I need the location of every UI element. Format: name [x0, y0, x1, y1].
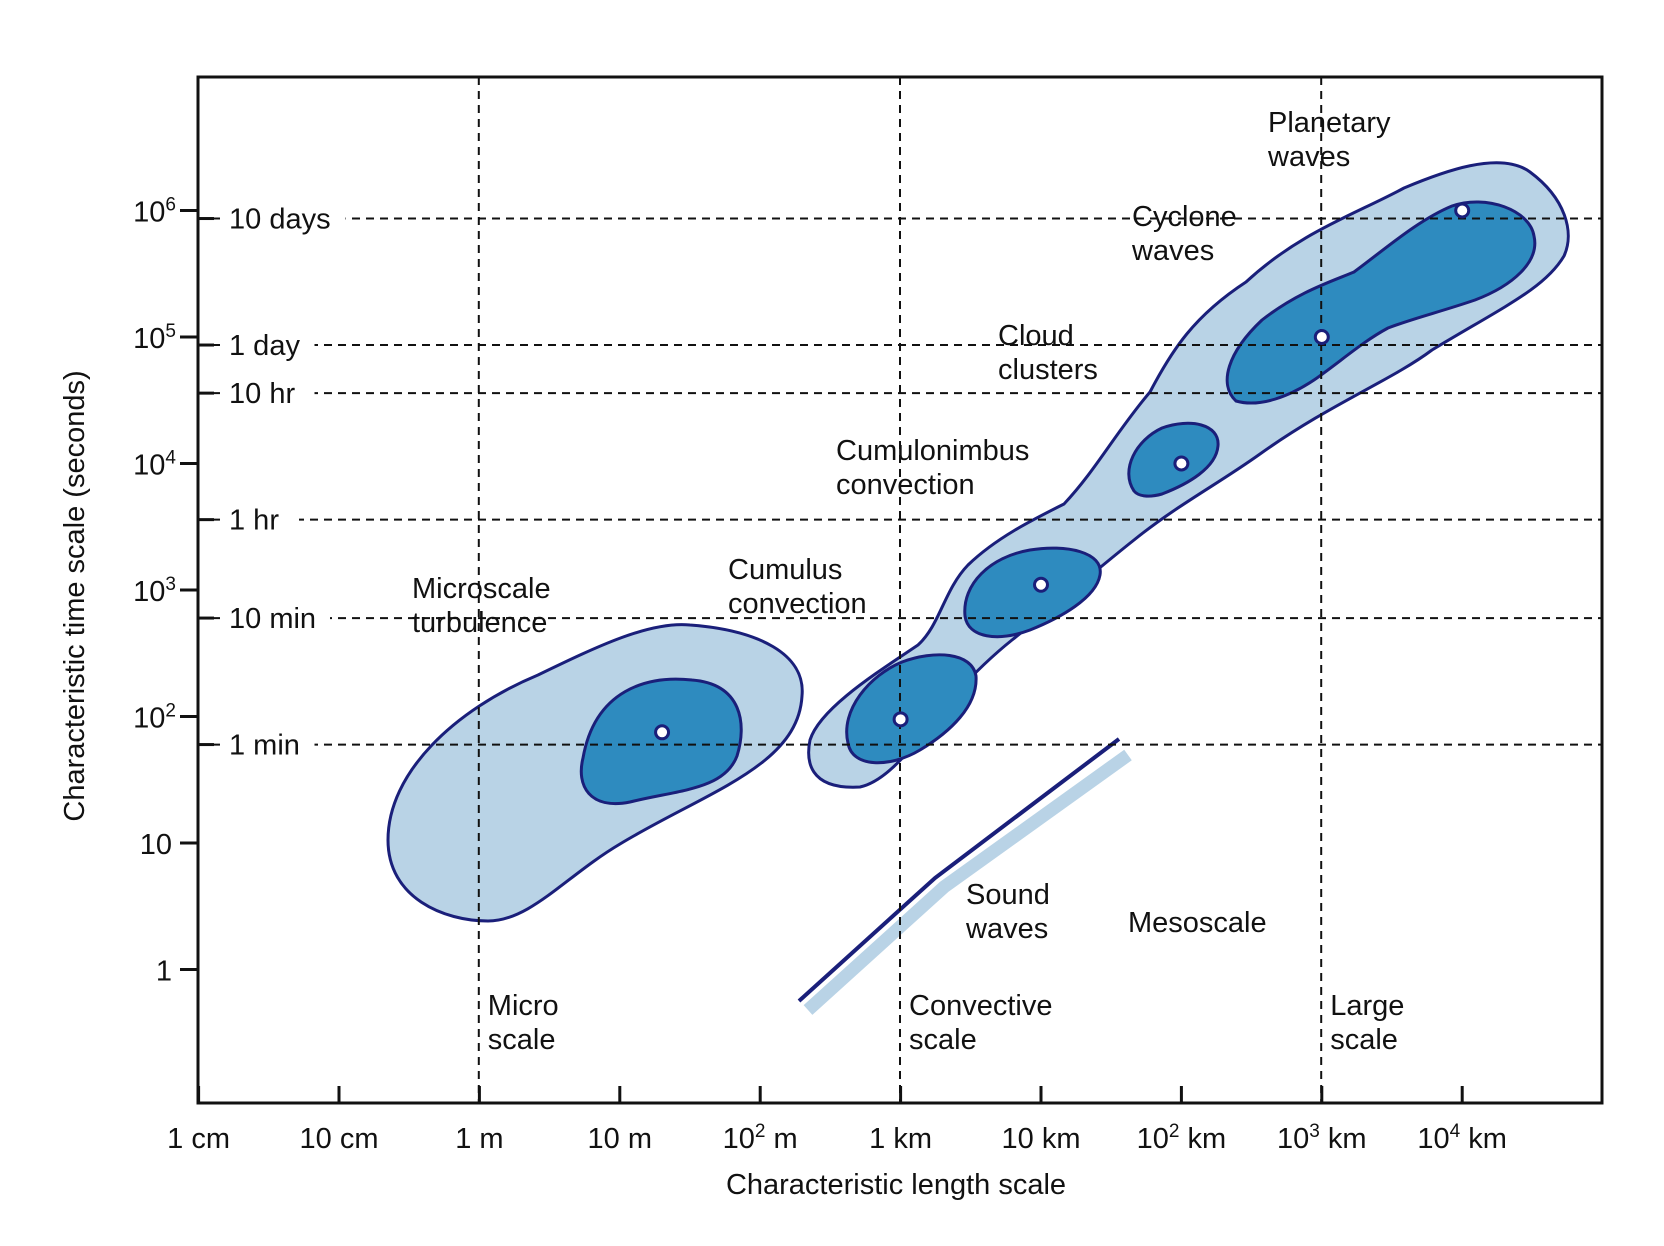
x-tick-label: 102 km — [1137, 1121, 1227, 1155]
scale-boundary-label: scale — [909, 1024, 977, 1056]
x-axis: 1 cm 10 cm 1 m 10 m 102 m 1 km 10 km 102 km 103 … — [167, 1086, 1507, 1155]
region-label: convection — [836, 469, 975, 501]
time-reference-label: 10 hr — [229, 378, 295, 410]
time-reference-label-background — [223, 377, 315, 410]
x-tick-label: 103 km — [1277, 1121, 1367, 1155]
x-axis-title: Characteristic length scale — [726, 1169, 1066, 1201]
region-label: Sound — [966, 879, 1050, 911]
y-tick-label: 104 — [133, 448, 176, 482]
scale-boundary-label: scale — [1330, 1024, 1398, 1056]
y-tick-label: 102 — [133, 701, 176, 735]
x-tick-label: 1 cm — [167, 1123, 230, 1155]
time-reference-label-background — [223, 602, 330, 635]
time-reference-label: 1 min — [229, 730, 300, 762]
time-reference-label: 10 min — [229, 603, 316, 635]
x-tick-label: 1 km — [869, 1123, 932, 1155]
scale-boundary-label: Micro — [488, 990, 559, 1022]
x-tick-label: 1 m — [455, 1123, 503, 1155]
region-label: clusters — [998, 354, 1098, 386]
scale-data-point: Cyclone waves — [1313, 329, 1330, 345]
synoptic-planetary-inner-region — [1225, 200, 1537, 405]
region-label: convection — [728, 588, 867, 620]
region-label: Cyclone — [1132, 201, 1237, 233]
x-tick-label: 10 km — [1002, 1123, 1081, 1155]
mesoscale-label: Mesoscale — [1128, 907, 1267, 939]
region-label: waves — [965, 913, 1048, 945]
region-label: Cumulonimbus — [836, 435, 1029, 467]
sound-waves-line — [797, 737, 1132, 1015]
y-tick-label: 10 — [140, 829, 172, 861]
time-reference-label-background — [223, 728, 315, 761]
x-tick-label: 102 m — [723, 1121, 798, 1155]
region-label: Cloud — [998, 320, 1074, 352]
cloud-clusters-inner-region — [1127, 421, 1220, 498]
scale-data-point: Planetary waves — [1454, 202, 1471, 219]
cumulonimbus-inner-region — [963, 546, 1102, 639]
time-reference-label: 1 hr — [229, 505, 279, 537]
cumulus-inner-region — [845, 653, 978, 765]
scale-regions — [386, 161, 1570, 923]
y-axis: 1 10 102 103 104 105 106 — [133, 195, 198, 988]
y-tick-label: 1 — [156, 956, 172, 988]
region-label: waves — [1131, 235, 1214, 267]
x-tick-label: 10 cm — [300, 1123, 379, 1155]
y-axis-title: Characteristic time scale (seconds) — [59, 370, 91, 821]
scale-data-point: Microscale turbulence — [654, 724, 671, 741]
reference-grid — [198, 77, 1602, 1103]
time-reference-label-background — [223, 503, 299, 536]
scale-boundary-label: scale — [488, 1024, 556, 1056]
sound-waves-band — [803, 749, 1132, 1015]
x-tick-label: 104 km — [1417, 1121, 1507, 1155]
time-reference-label: 1 day — [229, 330, 300, 362]
y-tick-label: 105 — [133, 321, 176, 355]
region-label: waves — [1267, 141, 1350, 173]
time-reference-label-background — [223, 329, 315, 362]
scale-data-point: Cumulus convection — [892, 711, 909, 728]
time-reference-label-background — [223, 202, 346, 235]
x-tick-label: 10 m — [588, 1123, 652, 1155]
microscale-turbulence-inner-region — [579, 677, 743, 805]
region-label: Planetary — [1268, 107, 1391, 139]
region-label: turbulence — [412, 607, 547, 639]
sound-waves-curve — [797, 737, 1121, 1003]
region-label: Cumulus — [728, 554, 842, 586]
scale-data-point: Cloud clusters — [1173, 455, 1190, 472]
y-tick-label: 106 — [133, 195, 176, 229]
scale-boundary-label: Large — [1330, 990, 1404, 1022]
scale-boundary-label: Convective — [909, 990, 1052, 1022]
time-reference-label: 10 days — [229, 204, 331, 236]
y-tick-label: 103 — [133, 574, 176, 608]
scale-data-point: Cumulonimbus convection — [1033, 576, 1049, 593]
region-label: Microscale — [412, 573, 551, 605]
